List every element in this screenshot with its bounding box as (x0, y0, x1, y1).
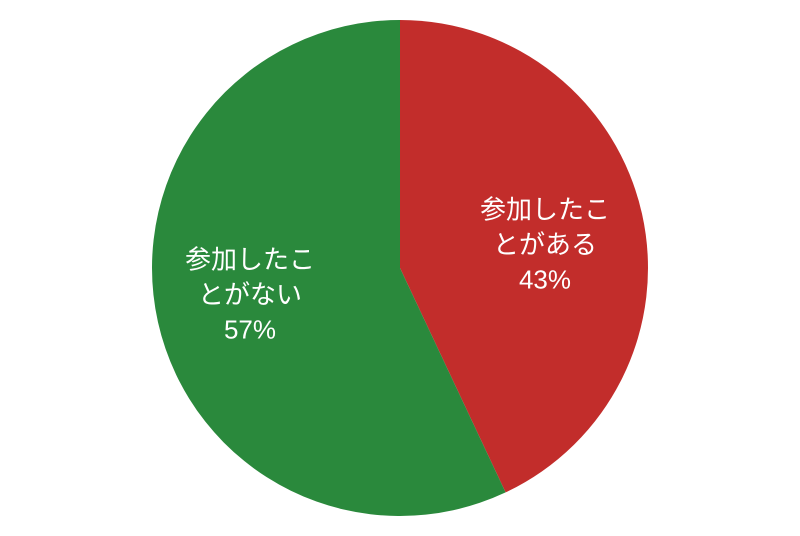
slice-label-0-line1: 参加したこ (480, 192, 610, 227)
pie-chart-svg (0, 0, 800, 536)
slice-label-1-line2: とがない (185, 277, 315, 312)
slice-label-1: 参加したこ とがない 57% (185, 242, 315, 347)
pie-chart: 参加したこ とがある 43% 参加したこ とがない 57% (0, 0, 800, 536)
slice-label-1-line1: 参加したこ (185, 242, 315, 277)
slice-label-0-percent: 43% (480, 263, 610, 298)
slice-label-1-percent: 57% (185, 313, 315, 348)
slice-label-0: 参加したこ とがある 43% (480, 192, 610, 297)
slice-label-0-line2: とがある (480, 227, 610, 262)
